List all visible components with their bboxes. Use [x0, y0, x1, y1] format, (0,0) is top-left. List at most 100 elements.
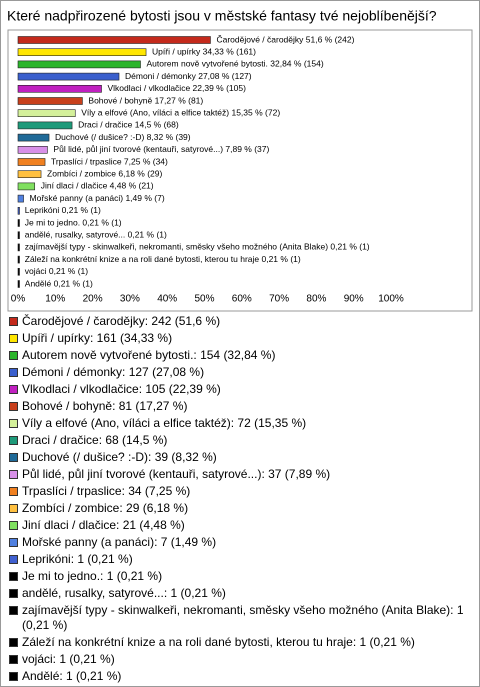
legend-marker [9, 436, 18, 445]
legend-label: Duchové (/ dušice? :-D): 39 (8,32 %) [22, 450, 217, 464]
bar [17, 97, 83, 105]
legend-label: Trpaslíci / trpaslice: 34 (7,25 %) [22, 484, 191, 498]
bar [17, 36, 211, 44]
legend-item: andělé, rusalky, satyrové...: 1 (0,21 %) [9, 586, 471, 601]
bar [17, 85, 102, 93]
legend-marker [9, 470, 18, 479]
bar-label: zajímavější typy - skinwalkeři, nekroman… [25, 242, 370, 252]
bar-label: Víly a elfové (Ano, víláci a elfice takt… [81, 107, 280, 117]
chart: Které nadpřirozené bytosti jsou v městsk… [7, 8, 473, 312]
legend-marker [9, 317, 18, 326]
legend-marker [9, 572, 18, 581]
x-tick-label: 80% [306, 294, 326, 305]
legend-item: Čarodějové / čarodějky: 242 (51,6 %) [9, 314, 471, 329]
legend-label: Autorem nově vytvořené bytosti.: 154 (32… [22, 348, 276, 362]
legend-item: Půl lidé, půl jiní tvorové (kentauři, sa… [9, 467, 471, 482]
bar [17, 133, 50, 142]
legend-label: Andělé: 1 (0,21 %) [22, 669, 122, 683]
x-tick-label: 50% [194, 294, 214, 305]
x-tick-label: 20% [83, 294, 103, 305]
legend-marker [9, 504, 18, 513]
bar [17, 60, 141, 69]
bar [17, 207, 20, 215]
plot-frame [7, 29, 473, 312]
bar [17, 121, 73, 130]
legend-label: Je mi to jedno.: 1 (0,21 %) [22, 569, 163, 583]
legend-item: Trpaslíci / trpaslice: 34 (7,25 %) [9, 484, 471, 499]
legend-label: zajímavější typy - skinwalkeři, nekroman… [22, 603, 464, 632]
legend-marker [9, 334, 18, 343]
legend-label: Leprikóni: 1 (0,21 %) [22, 552, 133, 566]
legend-label: Draci / dračice: 68 (14,5 %) [22, 433, 168, 447]
bar [17, 170, 42, 178]
legend-marker [9, 419, 18, 428]
bar-label: Vlkodlaci / vlkodlačice 22,39 % (105) [108, 83, 247, 93]
legend-label: Zombíci / zombice: 29 (6,18 %) [22, 501, 189, 515]
bar-label: Čarodějové / čarodějky 51,6 % (242) [216, 34, 354, 44]
legend-marker [9, 487, 18, 496]
legend-item: Leprikóni: 1 (0,21 %) [9, 552, 471, 567]
bar [17, 48, 147, 57]
legend-marker [9, 589, 18, 598]
bar-label: Jiní dlaci / dlačice 4,48 % (21) [41, 181, 154, 191]
legend-marker [9, 521, 18, 530]
bar-label: Démoni / démonky 27,08 % (127) [125, 71, 252, 81]
bar-label: Záleží na konkrétní knize a na roli dané… [25, 254, 301, 264]
bar-label: Trpaslíci / trpaslice 7,25 % (34) [51, 156, 168, 166]
bar [17, 182, 36, 191]
x-tick-label: 100% [378, 294, 404, 305]
legend-marker [9, 402, 18, 411]
bar-label: Bohové / bohyně 17,27 % (81) [88, 95, 203, 105]
legend-label: Jiní dlaci / dlačice: 21 (4,48 %) [22, 518, 185, 532]
legend-item: Víly a elfové (Ano, víláci a elfice takt… [9, 416, 471, 431]
bar [17, 109, 76, 117]
bar [17, 219, 20, 227]
x-tick-label: 10% [45, 294, 65, 305]
legend-marker [9, 453, 18, 462]
legend-item: Upíři / upírky: 161 (34,33 %) [9, 331, 471, 346]
legend-item: Je mi to jedno.: 1 (0,21 %) [9, 569, 471, 584]
legend-marker [9, 351, 18, 360]
x-tick-label: 30% [120, 294, 140, 305]
legend-marker [9, 655, 18, 664]
legend-label: andělé, rusalky, satyrové...: 1 (0,21 %) [22, 586, 226, 600]
bar [17, 267, 20, 276]
bar-label: Je mi to jedno. 0,21 % (1) [25, 217, 122, 227]
legend-item: Zombíci / zombice: 29 (6,18 %) [9, 501, 471, 516]
legend-item: Duchové (/ dušice? :-D): 39 (8,32 %) [9, 450, 471, 465]
legend-marker [9, 606, 18, 615]
bar-label: Duchové (/ dušice? :-D) 8,32 % (39) [55, 132, 191, 142]
chart-title: Které nadpřirozené bytosti jsou v městsk… [7, 8, 437, 24]
bar-label: Autorem nově vytvořené bytosti. 32,84 % … [146, 59, 323, 69]
legend-item: Jiní dlaci / dlačice: 21 (4,48 %) [9, 518, 471, 533]
legend-label: Vlkodlaci / vlkodlačice: 105 (22,39 %) [22, 382, 221, 396]
legend-item: Mořské panny (a panáci): 7 (1,49 %) [9, 535, 471, 550]
legend-item: zajímavější typy - skinwalkeři, nekroman… [9, 603, 471, 633]
bar-label: Andělé 0,21 % (1) [25, 278, 93, 288]
x-tick-label: 60% [232, 294, 252, 305]
legend-label: Démoni / démonky: 127 (27,08 %) [22, 365, 205, 379]
bar-label: vojáci 0,21 % (1) [25, 266, 88, 276]
bar [17, 231, 20, 239]
x-tick-label: 90% [344, 294, 364, 305]
bar [17, 255, 20, 264]
legend-item: Draci / dračice: 68 (14,5 %) [9, 433, 471, 448]
legend-item: vojáci: 1 (0,21 %) [9, 652, 471, 667]
bar-label: Půl lidé, půl jiní tvorové (kentauři, sa… [53, 144, 269, 154]
legend-marker [9, 538, 18, 547]
bar [17, 194, 24, 203]
legend-item: Vlkodlaci / vlkodlačice: 105 (22,39 %) [9, 382, 471, 397]
legend-label: Upíři / upírky: 161 (34,33 %) [22, 331, 173, 345]
bar [17, 72, 120, 81]
bar-label: Mořské panny (a panáci) 1,49 % (7) [30, 193, 165, 203]
bar [17, 280, 20, 288]
bar-label: Upíři / upírky 34,33 % (161) [152, 46, 256, 56]
legend-label: Bohové / bohyně: 81 (17,27 %) [22, 399, 188, 413]
bar-label: andělé, rusalky, satyrové... 0,21 % (1) [25, 229, 167, 239]
bar-label: Zombíci / zombice 6,18 % (29) [47, 168, 162, 178]
x-tick-label: 40% [157, 294, 177, 305]
bar [17, 158, 46, 166]
bar [17, 146, 48, 154]
legend-marker [9, 638, 18, 647]
